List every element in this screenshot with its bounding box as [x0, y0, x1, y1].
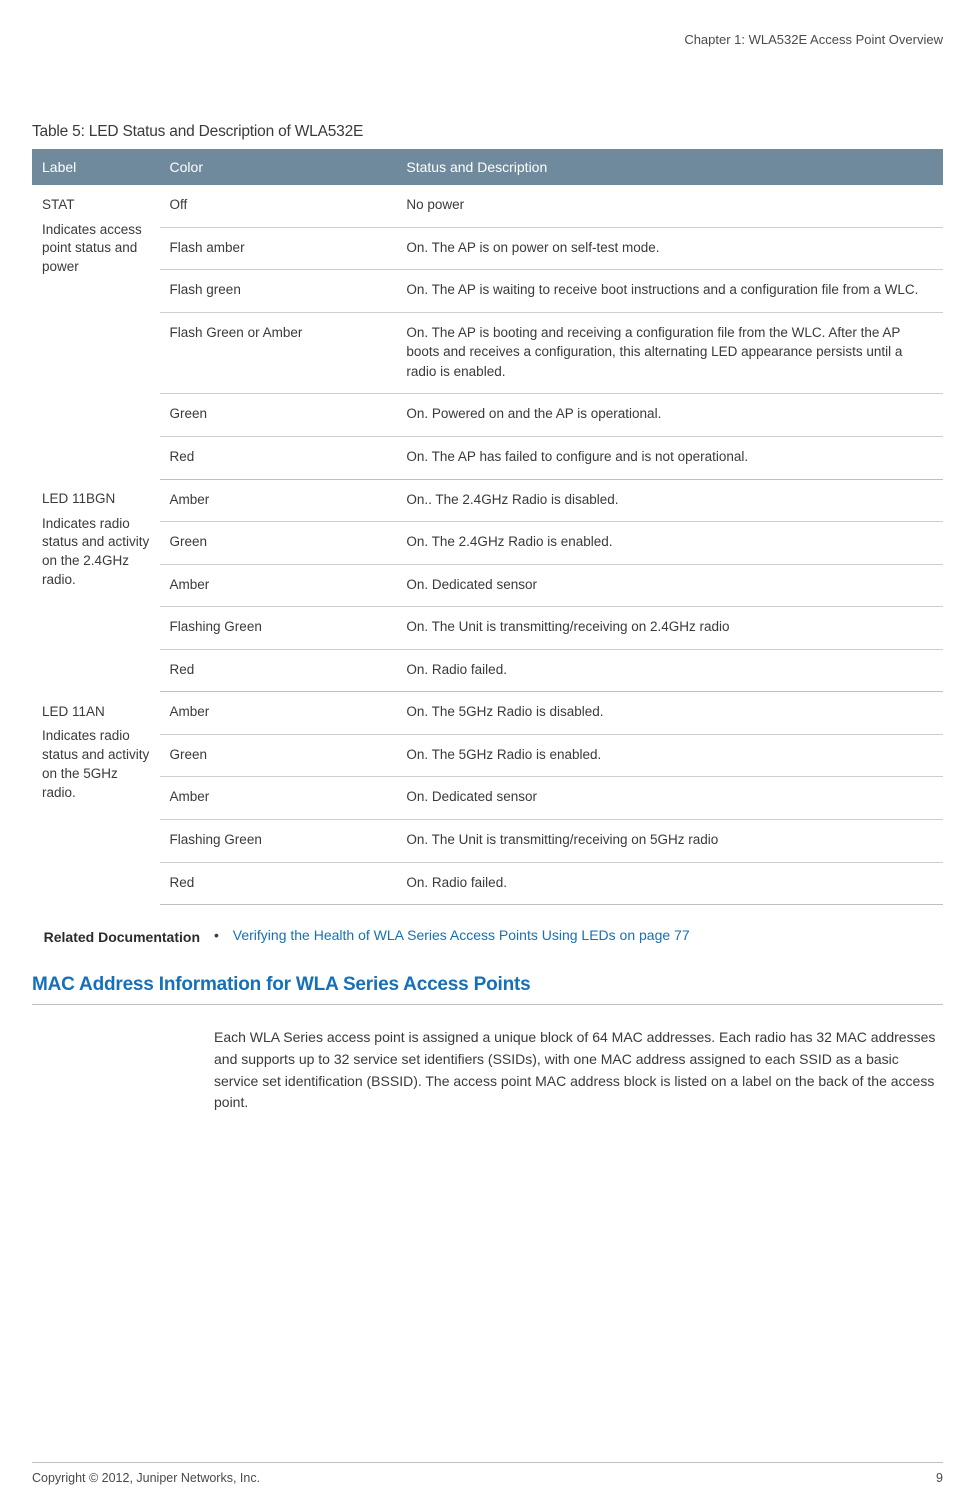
led-status-table: Label Color Status and Description STAT I… — [32, 149, 943, 905]
related-link[interactable]: Verifying the Health of WLA Series Acces… — [233, 927, 690, 943]
desc-cell: On. The AP is waiting to receive boot in… — [396, 270, 943, 313]
table-row: LED 11BGNIndicates radio status and acti… — [32, 479, 943, 522]
color-cell: Red — [160, 862, 397, 905]
desc-cell: On.. The 2.4GHz Radio is disabled. — [396, 479, 943, 522]
desc-cell: On. Powered on and the AP is operational… — [396, 394, 943, 437]
desc-cell: On. Radio failed. — [396, 649, 943, 692]
desc-cell: On. The Unit is transmitting/receiving o… — [396, 607, 943, 650]
label-main: LED 11AN — [42, 702, 150, 722]
table-row: Flash greenOn. The AP is waiting to rece… — [32, 270, 943, 313]
desc-cell: On. The 5GHz Radio is enabled. — [396, 734, 943, 777]
col-header-desc: Status and Description — [396, 149, 943, 185]
col-header-label: Label — [32, 149, 160, 185]
table-row: STATIndicates access point status and po… — [32, 185, 943, 227]
table-body: STAT Indicates access point status and po… — [32, 185, 943, 905]
color-cell: Green — [160, 734, 397, 777]
color-cell: Red — [160, 649, 397, 692]
color-cell: Amber — [160, 692, 397, 735]
col-header-color: Color — [160, 149, 397, 185]
color-cell: Flash Green or Amber — [160, 312, 397, 394]
color-cell: Green — [160, 394, 397, 437]
related-documentation: Related Documentation Verifying the Heal… — [32, 927, 943, 948]
table-row: Flashing GreenOn. The Unit is transmitti… — [32, 607, 943, 650]
table-row: RedOn. Radio failed. — [32, 862, 943, 905]
table-row: AmberOn. Dedicated sensor — [32, 564, 943, 607]
label-main: STAT — [42, 195, 150, 215]
table-caption: Table 5: LED Status and Description of W… — [32, 123, 943, 141]
color-cell: Amber — [160, 777, 397, 820]
related-label: Related Documentation — [32, 927, 214, 948]
desc-cell: On. The AP is on power on self-test mode… — [396, 227, 943, 270]
table-row: GreenOn. Powered on and the AP is operat… — [32, 394, 943, 437]
color-cell: Flashing Green — [160, 607, 397, 650]
table-row: AmberOn. Dedicated sensor — [32, 777, 943, 820]
desc-cell: On. Radio failed. — [396, 862, 943, 905]
footer-page-number: 9 — [936, 1471, 943, 1485]
footer-copyright: Copyright © 2012, Juniper Networks, Inc. — [32, 1471, 260, 1485]
color-cell: Amber — [160, 479, 397, 522]
desc-cell: On. The 2.4GHz Radio is enabled. — [396, 522, 943, 565]
section-body: Each WLA Series access point is assigned… — [214, 1027, 943, 1114]
color-cell: Flash amber — [160, 227, 397, 270]
desc-cell: On. Dedicated sensor — [396, 564, 943, 607]
desc-cell: On. Dedicated sensor — [396, 777, 943, 820]
related-item: Verifying the Health of WLA Series Acces… — [214, 927, 943, 943]
desc-cell: On. The Unit is transmitting/receiving o… — [396, 820, 943, 863]
desc-cell: On. The AP is booting and receiving a co… — [396, 312, 943, 394]
color-cell: Off — [160, 185, 397, 227]
label-main: LED 11BGN — [42, 489, 150, 509]
color-cell: Flashing Green — [160, 820, 397, 863]
section-heading-mac-address: MAC Address Information for WLA Series A… — [32, 974, 943, 1005]
table-row: Flash Green or AmberOn. The AP is bootin… — [32, 312, 943, 394]
table-row: GreenOn. The 2.4GHz Radio is enabled. — [32, 522, 943, 565]
page-footer: Copyright © 2012, Juniper Networks, Inc.… — [32, 1462, 943, 1485]
color-cell: Red — [160, 436, 397, 479]
table-row: GreenOn. The 5GHz Radio is enabled. — [32, 734, 943, 777]
table-header-row: Label Color Status and Description — [32, 149, 943, 185]
table-row: LED 11ANIndicates radio status and activ… — [32, 692, 943, 735]
desc-cell: No power — [396, 185, 943, 227]
label-cell: LED 11AN Indicates radio status and activ… — [32, 692, 160, 905]
color-cell: Green — [160, 522, 397, 565]
table-row: RedOn. Radio failed. — [32, 649, 943, 692]
desc-cell: On. The AP has failed to configure and i… — [396, 436, 943, 479]
label-sub: Indicates access point status and power — [42, 221, 150, 278]
color-cell: Flash green — [160, 270, 397, 313]
chapter-header: Chapter 1: WLA532E Access Point Overview — [32, 32, 943, 55]
table-row: RedOn. The AP has failed to configure an… — [32, 436, 943, 479]
table-row: Flashing GreenOn. The Unit is transmitti… — [32, 820, 943, 863]
label-sub: Indicates radio status and activity on t… — [42, 515, 150, 591]
label-sub: Indicates radio status and activity on t… — [42, 727, 150, 803]
color-cell: Amber — [160, 564, 397, 607]
label-cell: LED 11BGN Indicates radio status and acti… — [32, 479, 160, 692]
related-list: Verifying the Health of WLA Series Acces… — [214, 927, 943, 943]
label-cell: STAT Indicates access point status and po… — [32, 185, 160, 479]
desc-cell: On. The 5GHz Radio is disabled. — [396, 692, 943, 735]
table-row: Flash amberOn. The AP is on power on sel… — [32, 227, 943, 270]
